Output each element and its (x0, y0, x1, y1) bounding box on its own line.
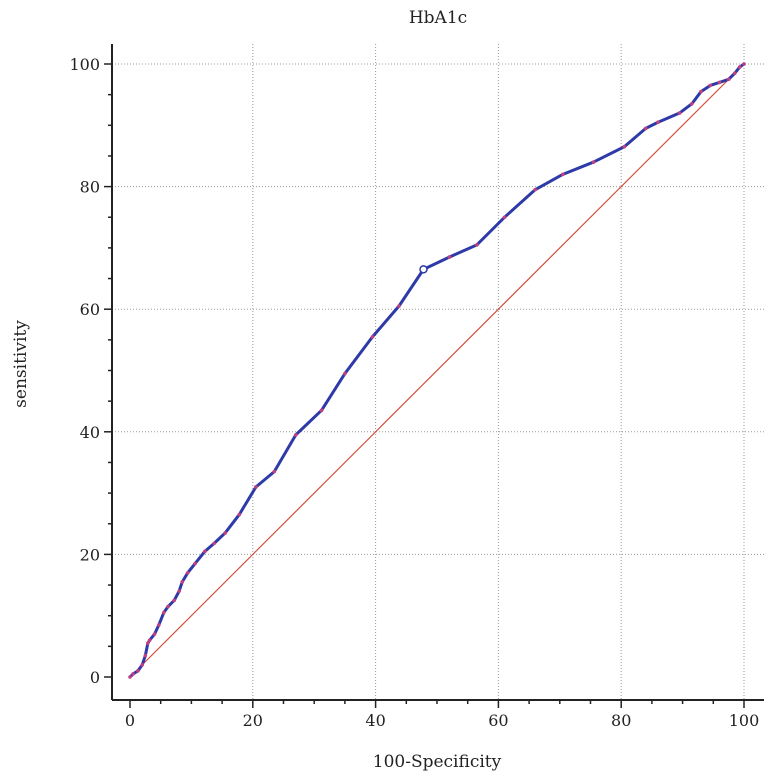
roc-point (475, 243, 479, 247)
roc-point (146, 641, 150, 646)
roc-point (397, 304, 401, 308)
roc-point (643, 126, 648, 131)
roc-point (140, 662, 145, 667)
roc-curve-line (128, 62, 746, 679)
roc-point (272, 469, 277, 474)
roc-point (203, 549, 207, 554)
y-tick-label: 40 (80, 423, 100, 442)
y-tick-label: 0 (90, 668, 100, 687)
roc-point (237, 512, 242, 517)
roc-curve (128, 62, 746, 679)
optimal-cutoff-marker (419, 265, 428, 274)
x-tick-label: 100 (729, 711, 760, 730)
roc-point (143, 653, 148, 658)
roc-point (131, 672, 135, 676)
roc-point (152, 632, 157, 636)
roc-point (343, 371, 347, 376)
roc-point (732, 71, 737, 75)
reference-diagonal-line (129, 63, 745, 678)
y-tick-label: 20 (80, 545, 100, 564)
roc-point (370, 334, 375, 339)
roc-point (136, 669, 140, 673)
roc-point (677, 111, 682, 115)
x-tick-label: 80 (611, 711, 631, 730)
roc-point (147, 638, 152, 643)
axes (104, 44, 764, 708)
x-tick-label: 60 (488, 711, 508, 730)
roc-point (699, 89, 703, 94)
roc-point (708, 83, 713, 88)
chart-title: HbA1c (409, 8, 467, 28)
roc-point (185, 570, 190, 575)
roc-point (502, 215, 507, 220)
reference-line (129, 63, 745, 678)
x-tick-label: 40 (365, 711, 385, 730)
roc-point (223, 531, 227, 535)
y-tick-label: 100 (69, 55, 100, 74)
roc-point (656, 120, 660, 125)
roc-point (622, 144, 627, 149)
roc-point (533, 187, 538, 192)
roc-point (161, 610, 166, 615)
roc-point (717, 80, 722, 85)
y-tick-label: 80 (80, 178, 100, 197)
roc-point (212, 541, 216, 546)
roc-point (690, 102, 694, 106)
roc-point (293, 433, 298, 437)
roc-point (254, 485, 258, 489)
roc-point (180, 580, 184, 584)
grid-lines (112, 44, 764, 700)
roc-point (591, 160, 596, 164)
roc-point (172, 598, 177, 603)
roc-point (177, 589, 181, 593)
y-axis-label: sensitivity (11, 320, 31, 408)
x-axis-label: 100-Specificity (373, 752, 502, 772)
y-tick-label: 60 (80, 300, 100, 319)
x-tick-label: 20 (243, 711, 263, 730)
roc-point (128, 675, 132, 679)
roc-point (737, 65, 742, 69)
x-tick-label: 0 (125, 711, 135, 730)
roc-point (561, 172, 565, 177)
roc-point (193, 561, 197, 566)
roc-point (726, 77, 731, 82)
roc-point (447, 255, 452, 259)
roc-point (742, 62, 746, 66)
tick-labels: 0 20 40 60 80 100 0 20 40 60 80 100 (69, 55, 759, 730)
roc-point (166, 604, 170, 609)
roc-point (319, 408, 324, 413)
roc-point (157, 623, 161, 627)
